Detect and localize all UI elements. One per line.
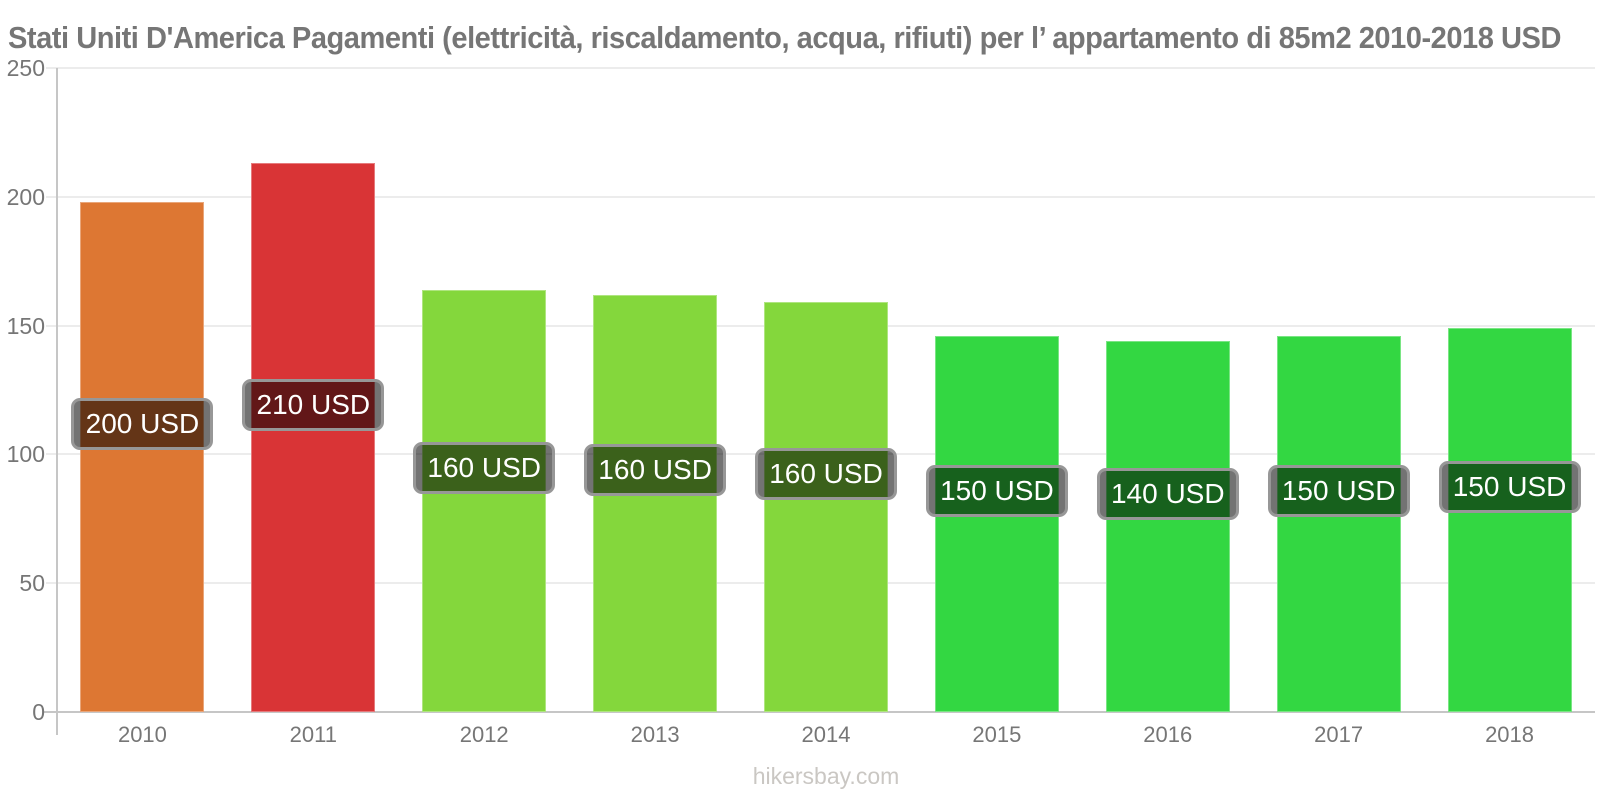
bar-2011[interactable] [251, 163, 376, 712]
x-tick-label-2010: 2010 [117, 722, 167, 747]
x-tick-label-2012: 2012 [459, 722, 509, 747]
chart-title: Stati Uniti D'America Pagamenti (elettri… [8, 20, 1561, 55]
y-axis-line [56, 68, 58, 735]
bar-value-label: 150 USD [1267, 464, 1410, 517]
y-tick-label: 50 [19, 570, 45, 597]
y-tick-label: 0 [32, 699, 45, 725]
bar-2016[interactable] [1105, 341, 1230, 712]
bar-value-label: 150 USD [1438, 461, 1581, 514]
gridline [46, 67, 1595, 69]
bar-value-label: 160 USD [584, 444, 727, 497]
bar-value-label: 140 USD [1096, 467, 1239, 520]
x-tick-label-2017: 2017 [1314, 722, 1364, 747]
y-tick-label: 200 [6, 183, 45, 210]
bar-2012[interactable] [422, 289, 547, 712]
bar-value-label: 160 USD [413, 441, 556, 494]
bar-value-label: 200 USD [71, 397, 214, 450]
y-tick-label: 150 [6, 312, 45, 339]
gridline [46, 195, 1595, 198]
y-tick-label: 100 [6, 441, 45, 468]
x-tick-label-2013: 2013 [630, 722, 680, 747]
bar-2013[interactable] [593, 294, 718, 712]
x-tick-label-2014: 2014 [801, 722, 851, 747]
x-axis-baseline [44, 711, 1595, 713]
x-tick-label-2011: 2011 [289, 722, 337, 747]
bar-2014[interactable] [764, 302, 888, 712]
bar-2018[interactable] [1447, 328, 1572, 712]
bar-2015[interactable] [934, 335, 1059, 712]
bar-2010[interactable] [80, 201, 205, 712]
y-tick-label: 250 [6, 55, 45, 81]
bar-value-label: 150 USD [925, 464, 1068, 517]
x-tick-label-2018: 2018 [1485, 722, 1535, 747]
x-tick-label-2016: 2016 [1143, 722, 1193, 747]
bar-value-label: 160 USD [755, 448, 897, 501]
bar-2017[interactable] [1276, 335, 1401, 712]
bar-value-label: 210 USD [242, 378, 385, 431]
watermark: hikersbay.com [752, 763, 900, 789]
x-tick-label-2015: 2015 [972, 722, 1022, 747]
